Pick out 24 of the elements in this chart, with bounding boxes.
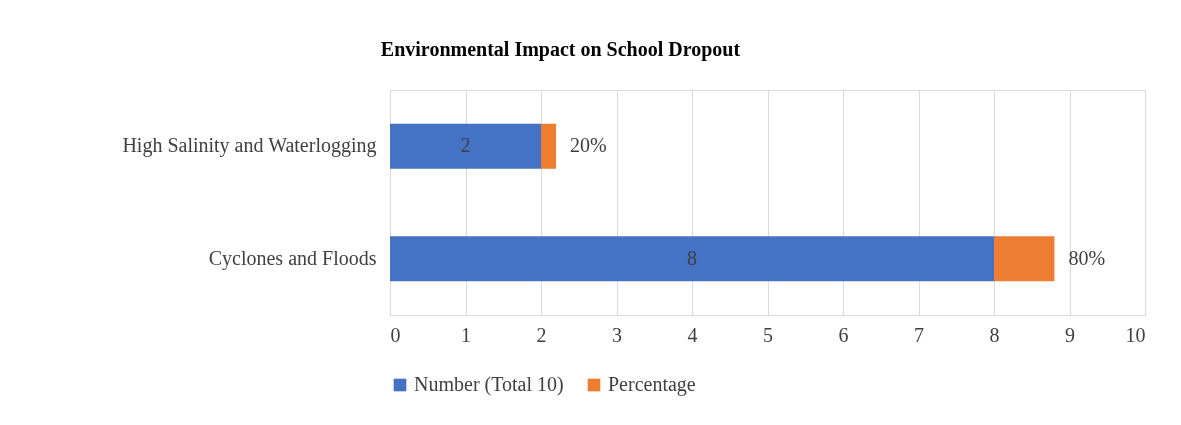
x-tick-label: 6: [838, 323, 849, 346]
bar: [994, 236, 1055, 282]
chart-title: Environmental Impact on School Dropout: [380, 38, 741, 61]
x-tick-label: 9: [1065, 323, 1075, 346]
x-tick-label: 1: [461, 323, 471, 346]
data-label: 20%: [570, 134, 607, 157]
x-tick-label: 10: [1125, 323, 1146, 346]
bar: [390, 123, 541, 169]
x-tick-label: 2: [536, 323, 547, 346]
data-label: 2: [460, 134, 471, 157]
x-tick-label: 3: [612, 323, 622, 346]
bar: [541, 123, 557, 169]
data-label: 80%: [1068, 246, 1106, 269]
data-label: 8: [687, 246, 697, 269]
legend-label: Percentage: [608, 373, 696, 396]
x-tick-label: 8: [989, 323, 1000, 346]
y-tick-label: Cyclones and Floods: [208, 246, 377, 270]
y-tick-label: High Salinity and Waterlogging: [122, 134, 377, 158]
x-tick-label: 4: [687, 323, 698, 346]
x-tick-label: 5: [763, 323, 773, 346]
x-tick-label: 0: [390, 323, 401, 346]
legend-label: Number (Total 10): [414, 373, 564, 396]
x-tick-label: 7: [914, 323, 924, 346]
bar: [390, 236, 994, 282]
